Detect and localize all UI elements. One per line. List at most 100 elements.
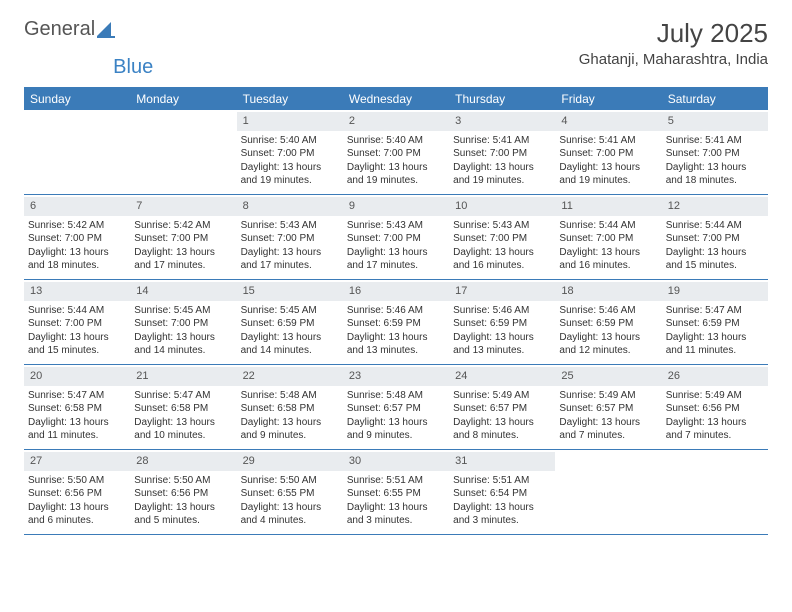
logo-sail-icon bbox=[97, 22, 115, 38]
calendar-week: 20Sunrise: 5:47 AMSunset: 6:58 PMDayligh… bbox=[24, 365, 768, 450]
calendar-cell: 26Sunrise: 5:49 AMSunset: 6:56 PMDayligh… bbox=[662, 365, 768, 449]
calendar-cell: 20 Sunrise: 5:47 AMSunset: 6:58 PMDayligh… bbox=[24, 365, 130, 449]
day-info: Sunrise: 5:46 AMSunset: 6:59 PMDaylight:… bbox=[559, 304, 657, 358]
day-info: Sunrise: 5:47 AMSunset: 6:58 PMDaylight:… bbox=[28, 389, 126, 443]
day-header-row: SundayMondayTuesdayWednesdayThursdayFrid… bbox=[24, 88, 768, 110]
day-header-cell: Wednesday bbox=[343, 88, 449, 110]
day-number bbox=[555, 452, 661, 471]
day-info: Sunrise: 5:51 AMSunset: 6:54 PMDaylight:… bbox=[453, 474, 551, 528]
day-info: Sunrise: 5:44 AMSunset: 7:00 PMDaylight:… bbox=[28, 304, 126, 358]
calendar-cell: 3 Sunrise: 5:41 AMSunset: 7:00 PMDaylight… bbox=[449, 110, 555, 194]
day-number: 10 bbox=[449, 197, 555, 216]
day-info: Sunrise: 5:40 AMSunset: 7:00 PMDaylight:… bbox=[241, 134, 339, 188]
day-number: 1 bbox=[237, 112, 343, 131]
day-number: 7 bbox=[130, 197, 236, 216]
day-number: 20 bbox=[24, 367, 130, 386]
day-info: Sunrise: 5:47 AMSunset: 6:58 PMDaylight:… bbox=[134, 389, 232, 443]
calendar-cell bbox=[130, 110, 236, 194]
day-number: 14 bbox=[130, 282, 236, 301]
day-header-cell: Saturday bbox=[662, 88, 768, 110]
calendar-cell: 22 Sunrise: 5:48 AMSunset: 6:58 PMDayligh… bbox=[237, 365, 343, 449]
day-info: Sunrise: 5:50 AMSunset: 6:56 PMDaylight:… bbox=[28, 474, 126, 528]
calendar-cell: 17Sunrise: 5:46 AMSunset: 6:59 PMDayligh… bbox=[449, 280, 555, 364]
day-number: 28 bbox=[130, 452, 236, 471]
calendar-cell: 25 Sunrise: 5:49 AMSunset: 6:57 PMDayligh… bbox=[555, 365, 661, 449]
day-number bbox=[662, 452, 768, 471]
day-number: 27 bbox=[24, 452, 130, 471]
day-header-cell: Sunday bbox=[24, 88, 130, 110]
day-number: 25 bbox=[555, 367, 661, 386]
day-info: Sunrise: 5:42 AMSunset: 7:00 PMDaylight:… bbox=[28, 219, 126, 273]
calendar-cell: 6 Sunrise: 5:42 AMSunset: 7:00 PMDaylight… bbox=[24, 195, 130, 279]
day-info: Sunrise: 5:41 AMSunset: 7:00 PMDaylight:… bbox=[559, 134, 657, 188]
calendar-cell: 21 Sunrise: 5:47 AMSunset: 6:58 PMDayligh… bbox=[130, 365, 236, 449]
calendar-cell: 27 Sunrise: 5:50 AMSunset: 6:56 PMDayligh… bbox=[24, 450, 130, 534]
calendar-cell: 16 Sunrise: 5:46 AMSunset: 6:59 PMDayligh… bbox=[343, 280, 449, 364]
day-info: Sunrise: 5:51 AMSunset: 6:55 PMDaylight:… bbox=[347, 474, 445, 528]
day-info: Sunrise: 5:50 AMSunset: 6:56 PMDaylight:… bbox=[134, 474, 232, 528]
day-info: Sunrise: 5:46 AMSunset: 6:59 PMDaylight:… bbox=[453, 304, 551, 358]
day-info: Sunrise: 5:49 AMSunset: 6:57 PMDaylight:… bbox=[559, 389, 657, 443]
title-block: July 2025 Ghatanji, Maharashtra, India bbox=[579, 18, 768, 68]
day-info: Sunrise: 5:50 AMSunset: 6:55 PMDaylight:… bbox=[241, 474, 339, 528]
calendar-cell: 1 Sunrise: 5:40 AMSunset: 7:00 PMDaylight… bbox=[237, 110, 343, 194]
calendar-cell: 5 Sunrise: 5:41 AMSunset: 7:00 PMDaylight… bbox=[662, 110, 768, 194]
day-number: 5 bbox=[662, 112, 768, 131]
day-info: Sunrise: 5:42 AMSunset: 7:00 PMDaylight:… bbox=[134, 219, 232, 273]
day-info: Sunrise: 5:43 AMSunset: 7:00 PMDaylight:… bbox=[347, 219, 445, 273]
day-number: 31 bbox=[449, 452, 555, 471]
day-number: 13 bbox=[24, 282, 130, 301]
day-number: 21 bbox=[130, 367, 236, 386]
day-info: Sunrise: 5:43 AMSunset: 7:00 PMDaylight:… bbox=[453, 219, 551, 273]
day-info: Sunrise: 5:48 AMSunset: 6:58 PMDaylight:… bbox=[241, 389, 339, 443]
day-number: 9 bbox=[343, 197, 449, 216]
calendar-cell bbox=[662, 450, 768, 534]
day-number: 22 bbox=[237, 367, 343, 386]
day-number: 12 bbox=[662, 197, 768, 216]
calendar-cell: 24Sunrise: 5:49 AMSunset: 6:57 PMDayligh… bbox=[449, 365, 555, 449]
day-number: 16 bbox=[343, 282, 449, 301]
calendar-week: 27Sunrise: 5:50 AMSunset: 6:56 PMDayligh… bbox=[24, 450, 768, 535]
calendar-cell: 31 Sunrise: 5:51 AMSunset: 6:54 PMDayligh… bbox=[449, 450, 555, 534]
day-number: 8 bbox=[237, 197, 343, 216]
month-title: July 2025 bbox=[579, 18, 768, 49]
day-number: 18 bbox=[555, 282, 661, 301]
day-number: 24 bbox=[449, 367, 555, 386]
calendar-week: 13 Sunrise: 5:44 AMSunset: 7:00 PMDayligh… bbox=[24, 280, 768, 365]
calendar-week: 1Sunrise: 5:40 AMSunset: 7:00 PMDaylight… bbox=[24, 110, 768, 195]
calendar-cell: 18 Sunrise: 5:46 AMSunset: 6:59 PMDayligh… bbox=[555, 280, 661, 364]
calendar-cell: 2Sunrise: 5:40 AMSunset: 7:00 PMDaylight… bbox=[343, 110, 449, 194]
day-info: Sunrise: 5:43 AMSunset: 7:00 PMDaylight:… bbox=[241, 219, 339, 273]
day-number: 4 bbox=[555, 112, 661, 131]
calendar-cell: 10 Sunrise: 5:43 AMSunset: 7:00 PMDayligh… bbox=[449, 195, 555, 279]
location: Ghatanji, Maharashtra, India bbox=[579, 51, 768, 68]
calendar-cell: 9 Sunrise: 5:43 AMSunset: 7:00 PMDaylight… bbox=[343, 195, 449, 279]
day-header-cell: Friday bbox=[555, 88, 661, 110]
day-info: Sunrise: 5:47 AMSunset: 6:59 PMDaylight:… bbox=[666, 304, 764, 358]
logo: General bbox=[24, 18, 115, 41]
day-number: 6 bbox=[24, 197, 130, 216]
day-info: Sunrise: 5:46 AMSunset: 6:59 PMDaylight:… bbox=[347, 304, 445, 358]
day-header-cell: Thursday bbox=[449, 88, 555, 110]
calendar-cell: 30 Sunrise: 5:51 AMSunset: 6:55 PMDayligh… bbox=[343, 450, 449, 534]
day-number: 23 bbox=[343, 367, 449, 386]
calendar-cell bbox=[555, 450, 661, 534]
day-number: 11 bbox=[555, 197, 661, 216]
day-number: 15 bbox=[237, 282, 343, 301]
day-number: 30 bbox=[343, 452, 449, 471]
day-info: Sunrise: 5:44 AMSunset: 7:00 PMDaylight:… bbox=[559, 219, 657, 273]
day-info: Sunrise: 5:45 AMSunset: 7:00 PMDaylight:… bbox=[134, 304, 232, 358]
day-info: Sunrise: 5:44 AMSunset: 7:00 PMDaylight:… bbox=[666, 219, 764, 273]
day-info: Sunrise: 5:49 AMSunset: 6:56 PMDaylight:… bbox=[666, 389, 764, 443]
day-info: Sunrise: 5:45 AMSunset: 6:59 PMDaylight:… bbox=[241, 304, 339, 358]
day-info: Sunrise: 5:40 AMSunset: 7:00 PMDaylight:… bbox=[347, 134, 445, 188]
day-info: Sunrise: 5:41 AMSunset: 7:00 PMDaylight:… bbox=[666, 134, 764, 188]
logo-text-2: Blue bbox=[113, 56, 153, 79]
calendar-cell: 13 Sunrise: 5:44 AMSunset: 7:00 PMDayligh… bbox=[24, 280, 130, 364]
calendar-cell: 28 Sunrise: 5:50 AMSunset: 6:56 PMDayligh… bbox=[130, 450, 236, 534]
calendar-week: 6Sunrise: 5:42 AMSunset: 7:00 PMDaylight… bbox=[24, 195, 768, 280]
calendar: SundayMondayTuesdayWednesdayThursdayFrid… bbox=[24, 87, 768, 535]
day-info: Sunrise: 5:41 AMSunset: 7:00 PMDaylight:… bbox=[453, 134, 551, 188]
day-number bbox=[130, 112, 236, 131]
day-number: 3 bbox=[449, 112, 555, 131]
